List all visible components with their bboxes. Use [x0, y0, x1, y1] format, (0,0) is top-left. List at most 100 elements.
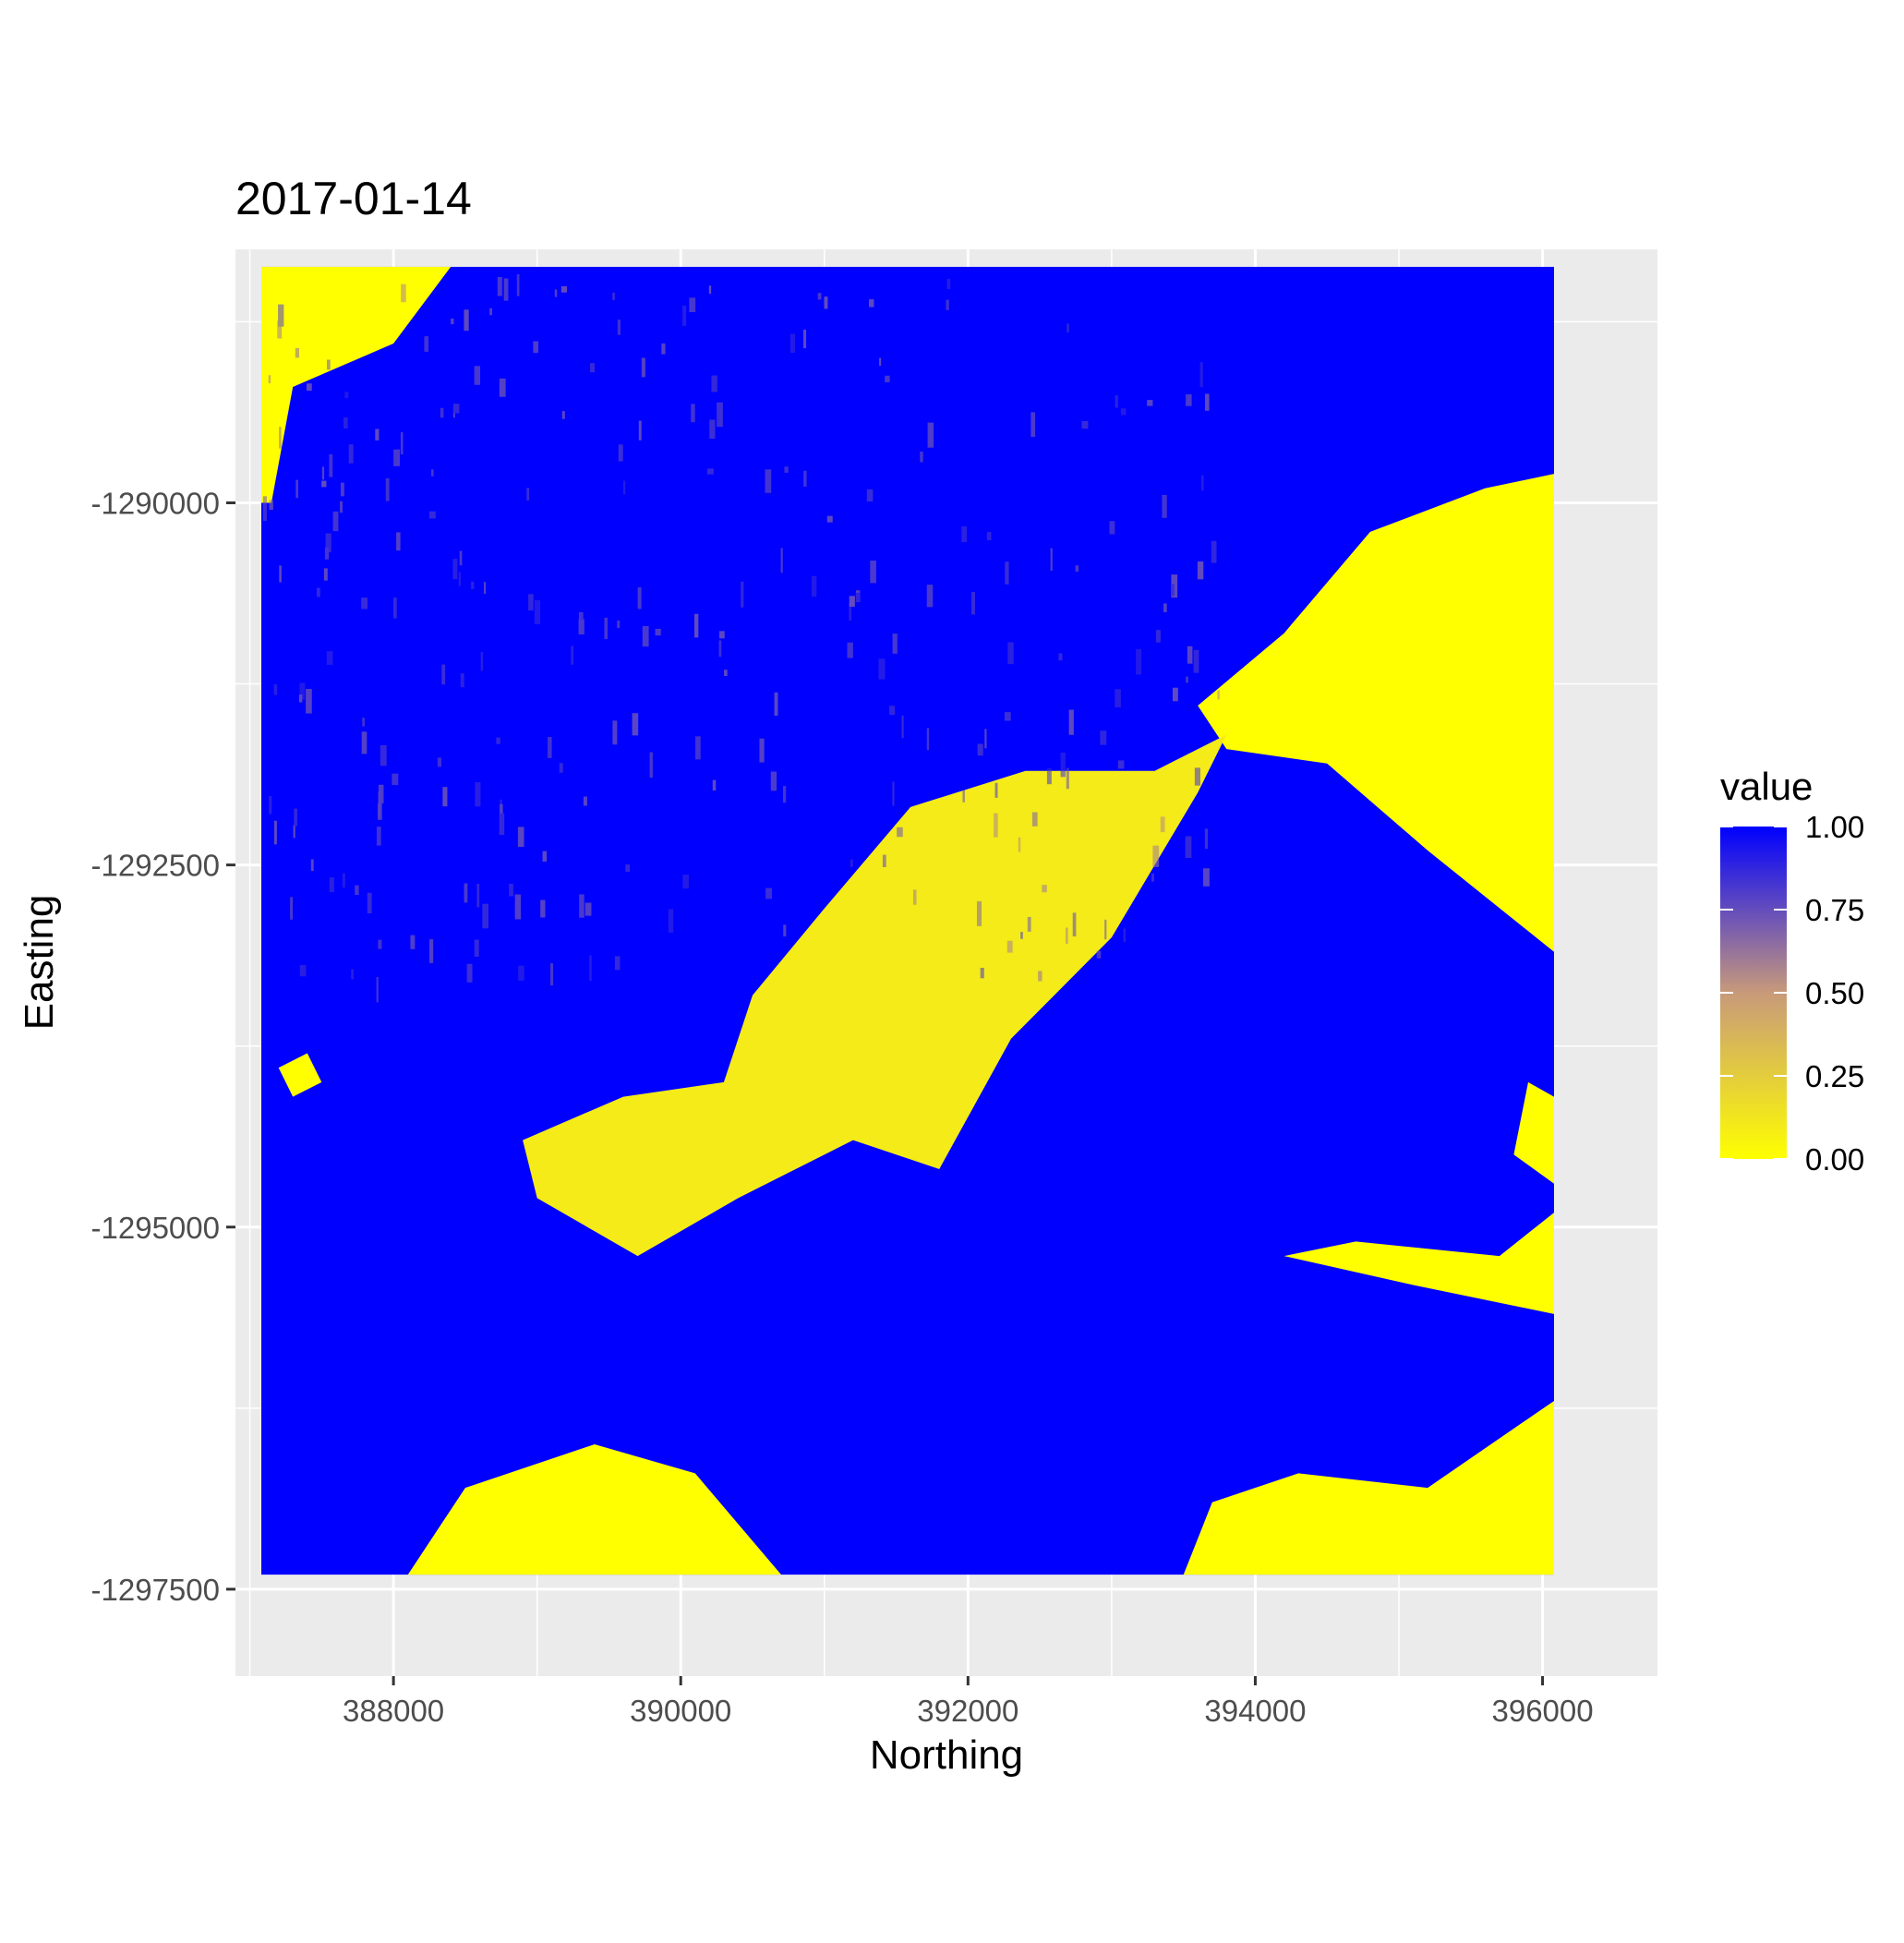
texture-streak	[584, 902, 592, 916]
texture-streak	[262, 496, 267, 522]
texture-streak	[1187, 646, 1193, 664]
texture-streak	[1050, 548, 1053, 572]
texture-streak	[578, 619, 584, 634]
texture-streak	[299, 965, 307, 977]
texture-streak	[299, 682, 306, 700]
texture-streak	[847, 642, 853, 658]
texture-streak	[1197, 561, 1204, 580]
legend-label: 0.25	[1805, 1059, 1864, 1093]
texture-streak	[691, 404, 695, 423]
texture-streak	[1160, 816, 1165, 833]
texture-streak	[708, 285, 712, 295]
texture-streak	[480, 651, 484, 671]
texture-streak	[994, 782, 998, 798]
texture-streak	[649, 752, 653, 778]
texture-streak	[268, 375, 271, 384]
texture-streak	[583, 796, 587, 806]
texture-streak	[298, 694, 303, 703]
texture-streak	[1211, 540, 1217, 563]
texture-streak	[770, 771, 777, 791]
texture-streak	[375, 428, 380, 440]
texture-streak	[542, 851, 548, 862]
legend-label: 0.00	[1805, 1142, 1864, 1177]
texture-streak	[329, 453, 333, 477]
texture-streak	[618, 444, 623, 462]
texture-streak	[376, 977, 379, 1003]
texture-streak	[1027, 916, 1031, 932]
texture-streak	[780, 548, 783, 573]
texture-streak	[362, 718, 365, 727]
texture-streak	[668, 909, 674, 933]
texture-streak	[1202, 868, 1210, 887]
texture-streak	[765, 469, 772, 493]
legend-ticks: 1.00 0.75 0.50 0.25 0.00	[1720, 810, 1864, 1177]
texture-streak	[638, 420, 642, 440]
texture-streak	[484, 582, 487, 595]
texture-streak	[489, 308, 492, 316]
texture-streak	[1066, 927, 1068, 944]
y-tick-label: -1295000	[91, 1211, 220, 1245]
texture-streak	[803, 470, 807, 487]
y-tick-label: -1297500	[91, 1573, 220, 1607]
y-tick-label: -1292500	[91, 849, 220, 883]
texture-streak	[464, 309, 469, 332]
texture-streak	[571, 646, 574, 665]
texture-streak	[396, 532, 401, 551]
texture-streak	[460, 673, 464, 688]
texture-streak	[849, 596, 855, 608]
texture-streak	[355, 885, 359, 896]
texture-streak	[500, 799, 502, 808]
texture-streak	[789, 333, 796, 354]
texture-streak	[879, 357, 882, 367]
x-axis: 388000 390000 392000 394000 396000	[343, 1676, 1594, 1728]
texture-streak	[682, 875, 690, 889]
texture-streak	[459, 550, 463, 566]
texture-streak	[554, 289, 558, 297]
texture-streak	[641, 357, 645, 378]
texture-streak	[717, 402, 723, 428]
texture-streak	[1185, 836, 1192, 859]
texture-streak	[1038, 971, 1042, 982]
texture-streak	[290, 897, 294, 920]
texture-streak	[1007, 642, 1014, 665]
texture-streak	[977, 743, 983, 756]
texture-streak	[295, 347, 299, 358]
texture-streak	[380, 744, 387, 766]
texture-streak	[1058, 653, 1063, 661]
texture-streak	[695, 736, 701, 760]
texture-streak	[784, 466, 789, 473]
texture-streak	[1004, 712, 1011, 721]
texture-streak	[273, 820, 277, 845]
raster-region-7	[1513, 1081, 1554, 1184]
texture-streak	[475, 782, 481, 807]
texture-streak	[589, 363, 595, 373]
texture-streak	[471, 581, 475, 589]
texture-streak	[482, 903, 488, 929]
raster-region-3	[523, 734, 1227, 1257]
texture-streak	[709, 419, 716, 440]
texture-streak	[711, 375, 717, 392]
texture-streak	[1018, 837, 1021, 852]
texture-streak	[1199, 362, 1203, 388]
raster-region-2	[1198, 474, 1554, 952]
texture-streak	[1217, 690, 1220, 700]
texture-streak	[516, 273, 520, 296]
texture-streak	[1031, 812, 1038, 827]
texture-streak	[817, 293, 822, 300]
texture-streak	[849, 602, 852, 621]
raster-region-6	[1283, 1213, 1554, 1314]
texture-streak	[724, 670, 728, 677]
texture-streak	[361, 731, 368, 754]
texture-streak	[351, 969, 354, 980]
texture-streak	[661, 343, 666, 355]
texture-streak	[500, 803, 503, 817]
texture-streak	[497, 276, 502, 296]
texture-streak	[279, 565, 282, 583]
texture-streak	[897, 827, 903, 838]
texture-streak	[437, 757, 442, 767]
texture-streak	[1109, 521, 1115, 535]
texture-streak	[326, 651, 333, 665]
texture-streak	[589, 955, 592, 982]
texture-streak	[1194, 767, 1200, 786]
